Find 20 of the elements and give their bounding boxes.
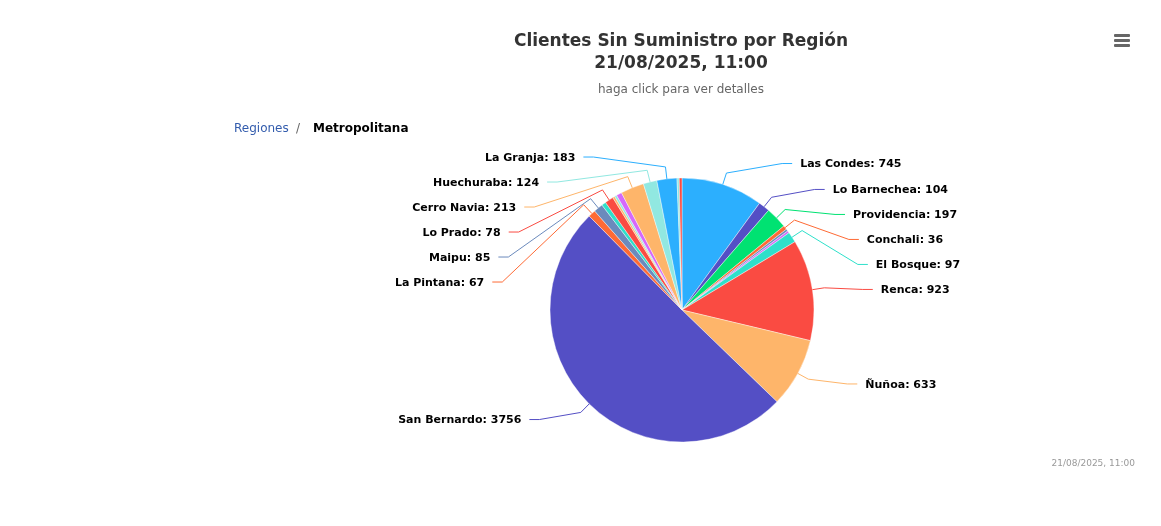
slice-label: Huechuraba: 124 <box>433 175 540 189</box>
slice-label: Lo Prado: 78 <box>422 225 501 239</box>
slice-label: Las Condes: 745 <box>800 157 902 171</box>
slice-label: El Bosque: 97 <box>875 258 961 272</box>
chart-title: Clientes Sin Suministro por Región 21/08/2025, 11:00 <box>513 30 849 72</box>
chart-subtitle: haga click para ver detalles <box>597 82 765 96</box>
slice-label: Conchali: 36 <box>866 233 944 247</box>
slice-label: San Bernardo: 3756 <box>398 413 522 427</box>
slice-label: La Granja: 183 <box>485 150 576 164</box>
slice-label: La Pintana: 67 <box>394 275 485 289</box>
slice-label: Providencia: 197 <box>853 208 958 222</box>
slice-label: Cerro Navia: 213 <box>412 200 517 214</box>
slice-label: Lo Barnechea: 104 <box>832 183 949 197</box>
text: / <box>295 121 301 135</box>
text: 21/08/2025, 11:00 <box>1051 458 1136 468</box>
text: Regiones <box>234 121 289 135</box>
text: Metropolitana <box>313 121 409 135</box>
slice-label: Ñuñoa: 633 <box>865 377 937 391</box>
slice-label: Renca: 923 <box>880 283 950 297</box>
slice-label: Maipu: 85 <box>428 250 491 264</box>
